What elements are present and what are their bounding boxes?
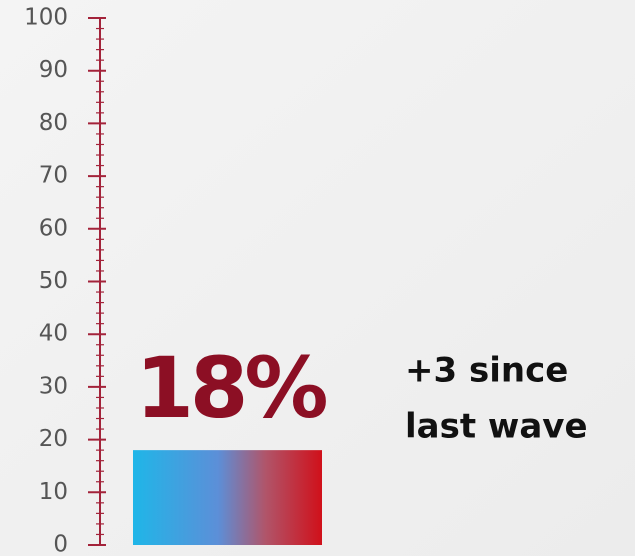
y-tick-label: 20 (39, 426, 68, 452)
y-tick-label: 10 (39, 479, 68, 505)
annotation: last wave (405, 407, 588, 447)
y-tick-label: 50 (39, 268, 68, 294)
y-tick-label: 80 (39, 110, 68, 136)
y-tick-label: 60 (39, 215, 68, 241)
y-tick-label: 40 (39, 321, 68, 347)
value-label: 18% (135, 339, 326, 437)
y-tick-label: 70 (39, 163, 68, 189)
y-tick-label: 30 (39, 373, 68, 399)
y-tick-label: 90 (39, 57, 68, 83)
annotation: +3 since (405, 351, 568, 391)
y-tick-label: 0 (53, 532, 68, 556)
bar (133, 450, 322, 545)
y-tick-label: 100 (24, 5, 68, 31)
